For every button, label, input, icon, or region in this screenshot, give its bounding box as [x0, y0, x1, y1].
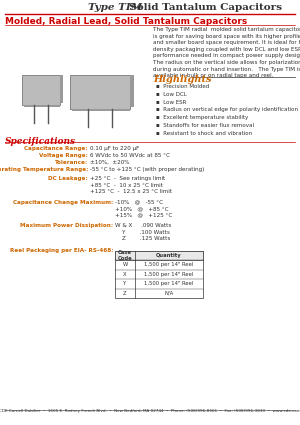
Bar	[115, 250, 203, 298]
Text: 1,500 per 14" Reel: 1,500 per 14" Reel	[144, 272, 194, 277]
Bar	[72, 109, 130, 111]
Text: 0.10 µF to 220 µF: 0.10 µF to 220 µF	[90, 146, 139, 151]
Text: Reel Packaging per EIA- RS-468:: Reel Packaging per EIA- RS-468:	[10, 247, 113, 252]
Text: N/A: N/A	[164, 291, 174, 296]
Bar	[22, 75, 60, 105]
Text: 1,500 per 14" Reel: 1,500 per 14" Reel	[144, 281, 194, 286]
Text: Operating Temperature Range:: Operating Temperature Range:	[0, 167, 88, 172]
Text: Highlights: Highlights	[153, 75, 212, 84]
Bar	[115, 250, 203, 260]
Text: ±10%,  ±20%: ±10%, ±20%	[90, 160, 130, 165]
Text: Voltage Range:: Voltage Range:	[39, 153, 88, 158]
Text: Solid Tantalum Capacitors: Solid Tantalum Capacitors	[122, 3, 282, 11]
Text: +85 °C  -  10 x 25 °C limit: +85 °C - 10 x 25 °C limit	[90, 182, 163, 187]
Text: 1,500 per 14" Reel: 1,500 per 14" Reel	[144, 262, 194, 267]
Text: Molded, Radial Lead, Solid Tantalum Capacitors: Molded, Radial Lead, Solid Tantalum Capa…	[5, 17, 247, 26]
Text: Y        .100 Watts: Y .100 Watts	[115, 230, 170, 235]
Text: -55 °C to +125 °C (with proper derating): -55 °C to +125 °C (with proper derating)	[90, 167, 204, 172]
Text: Tolerance:: Tolerance:	[55, 160, 88, 165]
Text: ▪  Low DCL: ▪ Low DCL	[156, 92, 187, 97]
Text: Type TIM: Type TIM	[88, 3, 142, 11]
Text: Z: Z	[123, 291, 127, 296]
Text: DC Leakage:: DC Leakage:	[48, 176, 88, 181]
Text: Capacitance Range:: Capacitance Range:	[25, 146, 88, 151]
Text: CDE Cornell Dubilier  •  1605 E. Rodney French Blvd.  •  New Bedford, MA 02744  : CDE Cornell Dubilier • 1605 E. Rodney Fr…	[0, 409, 300, 413]
Bar	[24, 105, 60, 107]
Text: The Type TIM radial  molded solid tantalum capacitor
is great for saving board s: The Type TIM radial molded solid tantalu…	[153, 27, 300, 78]
Text: ▪  Precision Molded: ▪ Precision Molded	[156, 84, 209, 89]
Text: 6 WVdc to 50 WVdc at 85 °C: 6 WVdc to 50 WVdc at 85 °C	[90, 153, 170, 158]
Text: ▪  Standoffs for easier flux removal: ▪ Standoffs for easier flux removal	[156, 123, 254, 128]
Text: Maximum Power Dissipation:: Maximum Power Dissipation:	[20, 223, 113, 228]
Text: Specifications: Specifications	[5, 137, 76, 146]
Text: +15%   @   +125 °C: +15% @ +125 °C	[115, 212, 172, 218]
Text: +25 °C  -  See ratings limit: +25 °C - See ratings limit	[90, 176, 165, 181]
Bar	[130, 75, 134, 107]
Text: +125 °C  -  12.5 x 25 °C limit: +125 °C - 12.5 x 25 °C limit	[90, 189, 172, 194]
Text: +10%   @   +85 °C: +10% @ +85 °C	[115, 206, 169, 211]
Text: ▪  Excellent temperature stability: ▪ Excellent temperature stability	[156, 115, 248, 120]
Text: Case
Code: Case Code	[118, 249, 132, 261]
Text: -10%   @   -55 °C: -10% @ -55 °C	[115, 199, 163, 204]
Text: ▪  Radius on vertical edge for polarity identification: ▪ Radius on vertical edge for polarity i…	[156, 108, 298, 112]
Text: Z        .125 Watts: Z .125 Watts	[115, 236, 170, 241]
Text: Y: Y	[123, 281, 127, 286]
Text: ▪  Low ESR: ▪ Low ESR	[156, 99, 186, 105]
Bar	[60, 75, 63, 103]
Text: Capacitance Change Maximum:: Capacitance Change Maximum:	[13, 199, 113, 204]
Text: X: X	[123, 272, 127, 277]
Text: W: W	[122, 262, 128, 267]
Bar	[70, 75, 130, 109]
Text: Quantity: Quantity	[156, 253, 182, 258]
Text: W & X     .090 Watts: W & X .090 Watts	[115, 223, 171, 228]
Text: ▪  Resistant to shock and vibration: ▪ Resistant to shock and vibration	[156, 131, 252, 136]
